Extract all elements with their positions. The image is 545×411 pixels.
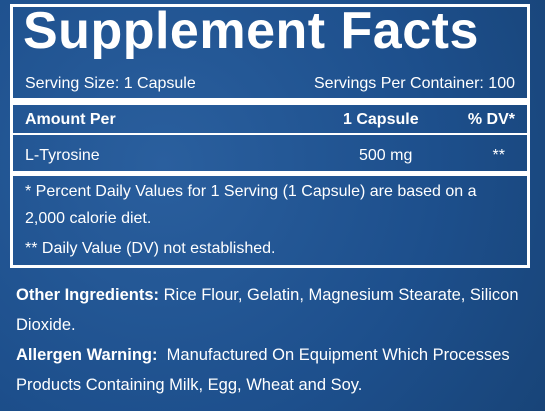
thick-rule [13, 171, 527, 176]
facts-panel: Supplement Facts Serving Size: 1 Capsule… [10, 2, 530, 268]
label: Other Ingredients: [16, 286, 160, 304]
text: Rice Flour, Gelatin, Magnesium Stearate,… [16, 286, 519, 334]
title: Supplement Facts [23, 2, 479, 60]
footnote: * Percent Daily Values for 1 Serving (1 … [25, 183, 477, 227]
allergen-warning: Allergen Warning: Manufactured On Equipm… [16, 340, 536, 400]
thick-rule [13, 98, 527, 105]
ingredient-amount: 500 mg [359, 147, 413, 164]
column-header: Amount Per [25, 111, 116, 128]
ingredient-name: L-Tyrosine [25, 147, 100, 164]
servings-per-container: Servings Per Container: 100 [314, 75, 515, 92]
ingredient-dv: ** [492, 147, 505, 164]
column-header: % DV* [467, 111, 515, 128]
label: Allergen Warning: [16, 346, 158, 364]
serving-size: Serving Size: 1 Capsule [25, 75, 196, 92]
thin-rule [13, 133, 527, 135]
text: Manufactured On Equipment Which Processe… [16, 346, 510, 394]
footnote: ** Daily Value (DV) not established. [25, 240, 276, 257]
other-ingredients: Other Ingredients: Rice Flour, Gelatin, … [16, 280, 536, 340]
column-header: 1 Capsule [343, 111, 419, 128]
